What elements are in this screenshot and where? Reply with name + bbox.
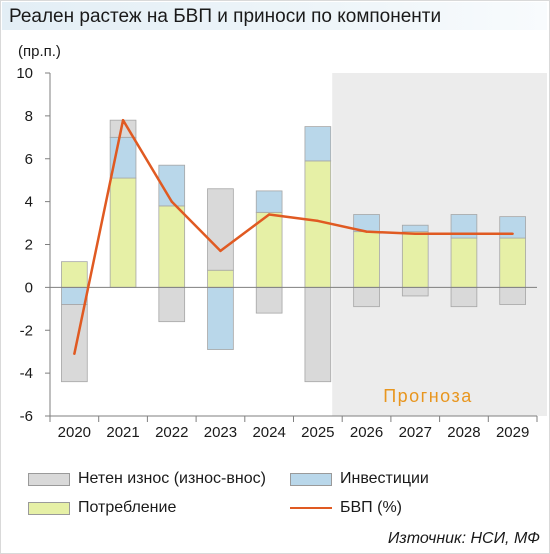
title-bar: Реален растеж на БВП и приноси по компон… — [2, 2, 547, 30]
gdp-point-2024 — [267, 213, 271, 216]
bar-2-2025 — [304, 286, 332, 383]
gdp-line — [73, 118, 513, 355]
gdp-point-2023 — [219, 249, 222, 253]
bar-0-2020 — [61, 261, 88, 288]
gdp-point-2029 — [511, 232, 514, 235]
bar-2-2027 — [401, 286, 429, 297]
x-tick-label: 2025 — [301, 424, 334, 441]
bar-0-2024 — [255, 211, 283, 288]
gdp-point-2022 — [170, 200, 173, 203]
gdp-point-2021 — [121, 118, 125, 122]
source-note: Източник: НСИ, МФ — [387, 530, 540, 547]
gdp-point-2026 — [365, 230, 368, 233]
bar-2-2023 — [207, 188, 234, 271]
y-tick-label: 0 — [25, 279, 33, 296]
gdp-point-2020 — [73, 352, 76, 356]
bar-0-2022 — [158, 205, 186, 288]
bar-0-2026 — [353, 231, 380, 288]
bar-0-2021 — [109, 177, 137, 288]
bar-1-2028 — [450, 214, 478, 239]
y-tick-label: 2 — [25, 237, 33, 254]
forecast-label: Прогноза — [383, 386, 473, 406]
bar-0-2028 — [450, 237, 478, 288]
bar-1-2024 — [255, 190, 283, 213]
bar-1-2027 — [401, 224, 429, 233]
x-tick-label: 2027 — [399, 424, 432, 441]
y-tick-label: 10 — [16, 65, 33, 82]
bar-2-2029 — [499, 286, 526, 305]
x-tick-label: 2021 — [106, 424, 139, 441]
x-tick-label: 2028 — [447, 424, 480, 441]
x-tick-label: 2020 — [58, 424, 91, 441]
bar-2-2022 — [158, 286, 186, 323]
bar-1-2025 — [304, 126, 332, 162]
bar-1-2023 — [207, 286, 234, 350]
y-tick-label: 6 — [25, 151, 33, 168]
x-tick-label: 2023 — [204, 424, 237, 441]
x-tick-label: 2026 — [350, 424, 383, 441]
bar-2-2028 — [450, 286, 478, 308]
y-unit-label: (пр.п.) — [18, 43, 61, 60]
gdp-point-2025 — [316, 219, 320, 223]
bar-2-2024 — [255, 286, 283, 314]
y-tick-label: -2 — [20, 322, 33, 339]
x-tick-label: 2022 — [155, 424, 188, 441]
gdp-point-2027 — [414, 232, 417, 235]
y-tick-label: -4 — [20, 365, 33, 382]
gdp-point-2028 — [462, 232, 466, 235]
bar-0-2027 — [401, 231, 429, 288]
y-tick-label: 8 — [25, 108, 33, 125]
y-tick-label: 4 — [25, 194, 33, 211]
bar-1-2020 — [61, 286, 88, 305]
y-tick-label: -6 — [20, 408, 33, 425]
x-tick-label: 2024 — [252, 424, 285, 441]
bar-2-2026 — [353, 286, 380, 308]
x-tick-label: 2029 — [496, 424, 529, 441]
bar-0-2029 — [499, 237, 526, 288]
chart-title: Реален растеж на БВП и приноси по компон… — [9, 6, 442, 27]
bar-0-2023 — [207, 269, 234, 288]
